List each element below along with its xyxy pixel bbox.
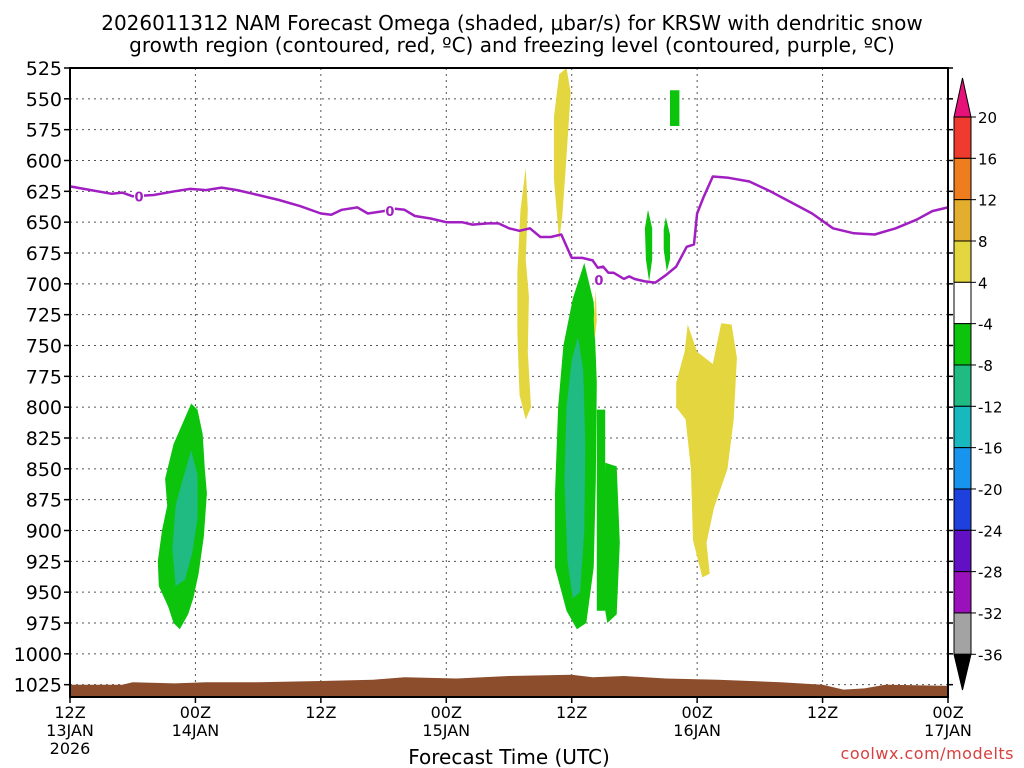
shaded-region-13 [70, 674, 948, 697]
y-tick-label: 900 [26, 521, 62, 543]
x-tick-label: 13JAN [46, 721, 94, 740]
shaded-region-4 [596, 409, 606, 611]
colorbar-swatch [953, 157, 972, 201]
y-tick-label: 875 [26, 490, 62, 512]
colorbar-label: 12 [978, 192, 997, 210]
y-tick-label: 550 [26, 89, 62, 111]
colorbar-label: -28 [978, 564, 1003, 582]
contour-label-bg [384, 203, 395, 219]
colorbar-label: 16 [978, 150, 997, 168]
x-tick-label: 00Z [431, 703, 462, 722]
y-tick-label: 525 [26, 58, 62, 80]
shaded-region-10 [517, 167, 531, 420]
title-line-2: growth region (contoured, red, ºC) and f… [129, 33, 895, 57]
contour-label-bg [133, 188, 144, 204]
x-tick-label: 12Z [807, 703, 838, 722]
colorbar-swatch [953, 405, 972, 449]
colorbar-label: -12 [978, 398, 1003, 416]
y-axis: 525 550 575 600 625 650 675 700 725 750 775 800 825 8… [14, 58, 953, 697]
colorbar-label: -24 [978, 522, 1003, 540]
colorbar-swatch [953, 488, 972, 531]
y-tick-label: 700 [26, 274, 62, 296]
colorbar-swatch [953, 281, 972, 325]
shaded-region-11 [593, 290, 597, 340]
contour-label-2: 0 [594, 274, 603, 289]
contour-label-0: 0 [134, 190, 143, 205]
shaded-region-1 [172, 450, 198, 586]
y-tick-label: 750 [26, 336, 62, 358]
colorbar-label: -8 [978, 357, 993, 375]
x-tick-label: 00Z [932, 703, 963, 722]
colorbar-label: -4 [978, 316, 993, 334]
y-tick-label: 1000 [14, 644, 62, 666]
colorbar-label: 4 [978, 274, 988, 292]
freezing-level-series: 0 0 0 [69, 175, 949, 289]
title-line-1: 2026011312 NAM Forecast Omega (shaded, μ… [101, 11, 923, 35]
shaded-region-6 [644, 209, 653, 282]
shaded-omega-regions [70, 68, 948, 697]
y-tick-label: 975 [26, 613, 62, 635]
y-tick-label: 625 [26, 181, 62, 203]
x-tick-label: 12Z [556, 703, 587, 722]
x-tick-label: 12Z [305, 703, 336, 722]
colorbar-swatch [953, 323, 972, 366]
plot-frame [69, 67, 949, 698]
y-tick-label: 925 [26, 551, 62, 573]
colorbar-swatch [953, 199, 972, 242]
x-tick-label: 12Z [54, 703, 85, 722]
y-tick-label: 950 [26, 582, 62, 604]
colorbar-swatch [953, 612, 972, 655]
colorbar: 20 16 12 8 4 -4 -8 -12 -16 -20 -24 -28 -32 -36 [953, 77, 1003, 691]
colorbar-swatch [953, 240, 972, 283]
colorbar-swatch [953, 116, 972, 159]
colorbar-swatch [953, 447, 972, 490]
colorbar-label: -16 [978, 440, 1003, 458]
contour-label-1: 0 [385, 205, 394, 220]
colorbar-label: -32 [978, 605, 1003, 623]
colorbar-label: 8 [978, 233, 988, 251]
colorbar-label: 20 [978, 109, 997, 127]
shaded-region-7 [663, 217, 670, 272]
shaded-region-9 [553, 68, 571, 241]
colorbar-label: -20 [978, 481, 1003, 499]
shaded-region-8 [670, 90, 680, 126]
x-axis-title: Forecast Time (UTC) [408, 745, 610, 768]
y-tick-label: 825 [26, 428, 62, 450]
x-tick-label: 17JAN [924, 721, 972, 740]
x-tick-label: 15JAN [422, 721, 470, 740]
shaded-region-5 [603, 462, 620, 623]
y-tick-label: 800 [26, 397, 62, 419]
y-tick-label: 650 [26, 212, 62, 234]
colorbar-label: -36 [978, 646, 1003, 664]
y-tick-label: 675 [26, 243, 62, 265]
colorbar-swatch [953, 364, 972, 407]
x-axis-label: Forecast Time (UTC) [408, 745, 610, 768]
chart-title: 2026011312 NAM Forecast Omega (shaded, μ… [101, 11, 923, 57]
colorbar-swatch [953, 571, 972, 614]
x-tick-label: 2026 [50, 739, 91, 758]
x-tick-label: 14JAN [172, 721, 220, 740]
contour-label-bg [593, 272, 604, 288]
shaded-region-12 [676, 323, 737, 578]
freezing-level-line [69, 175, 949, 284]
x-tick-label: 00Z [681, 703, 712, 722]
grid-lines [69, 67, 949, 697]
x-tick-label: 00Z [180, 703, 211, 722]
y-tick-label: 725 [26, 305, 62, 327]
y-tick-label: 1025 [14, 675, 62, 697]
colorbar-bottom-arrow [953, 653, 972, 691]
shaded-region-3 [564, 336, 586, 599]
y-tick-label: 575 [26, 120, 62, 142]
x-tick-label: 16JAN [673, 721, 721, 740]
credit-text: coolwx.com/modelts [840, 744, 1014, 763]
y-tick-label: 775 [26, 366, 62, 388]
colorbar-top-arrow [953, 77, 972, 118]
y-tick-label: 600 [26, 151, 62, 173]
colorbar-swatch [953, 529, 972, 573]
y-tick-label: 850 [26, 459, 62, 481]
